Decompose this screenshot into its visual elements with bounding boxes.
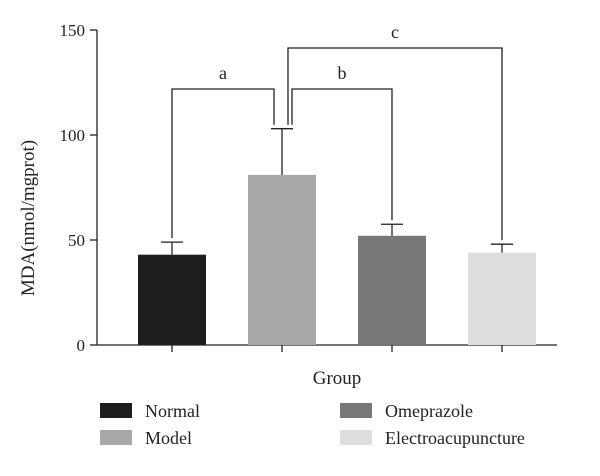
bar-omeprazole (358, 235, 426, 345)
legend-label: Omeprazole (385, 401, 473, 421)
legend-swatch (100, 403, 132, 418)
significance-brackets: a b c (171, 22, 503, 241)
bracket-label-c: c (391, 22, 399, 42)
legend: Normal Model Omeprazole Electroacupuncture (100, 401, 525, 448)
legend-label: Normal (145, 401, 200, 421)
y-tick-label: 150 (60, 21, 86, 40)
y-tick-label: 0 (77, 336, 86, 355)
legend-label: Model (145, 428, 192, 448)
legend-swatch (340, 430, 372, 445)
error-bars (161, 128, 513, 255)
legend-label: Electroacupuncture (385, 428, 525, 448)
bracket-c (287, 47, 503, 241)
bar-electroacupuncture (468, 252, 536, 345)
bracket-a (171, 88, 275, 239)
bracket-b (291, 88, 393, 221)
x-axis-label: Group (313, 368, 362, 389)
y-axis-label: MDA(nmol/mgprot) (18, 140, 39, 296)
y-tick-label: 50 (68, 231, 85, 250)
bar-model (248, 174, 316, 345)
bracket-label-a: a (219, 63, 227, 83)
legend-swatch (340, 403, 372, 418)
y-tick-label: 100 (60, 126, 86, 145)
legend-swatch (100, 430, 132, 445)
bar-normal (138, 254, 206, 345)
bracket-label-b: b (338, 63, 347, 83)
bars (138, 174, 536, 345)
